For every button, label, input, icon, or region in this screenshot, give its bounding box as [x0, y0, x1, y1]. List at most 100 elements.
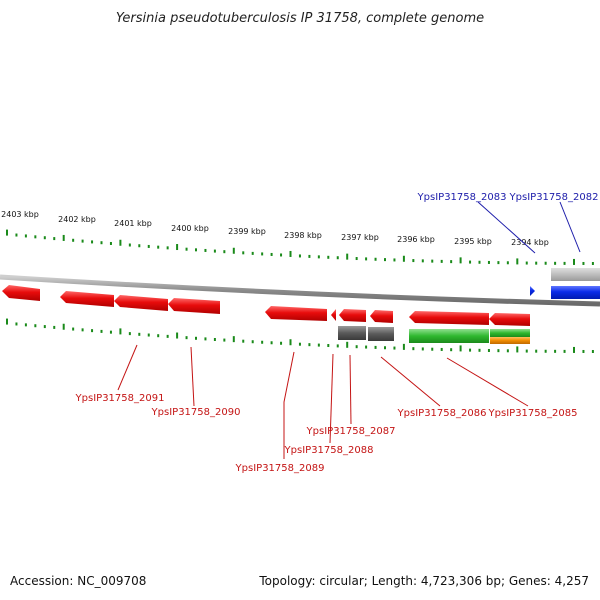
minor-tick [591, 349, 594, 353]
minor-tick [317, 343, 320, 347]
minor-tick [412, 259, 415, 263]
minor-tick [204, 248, 207, 252]
gene-label-2082[interactable]: YpsIP31758_2082 [509, 192, 599, 203]
scale-label: 2400 kbp [171, 224, 209, 233]
major-tick [346, 253, 349, 260]
gene-arrow-2085[interactable] [489, 313, 530, 326]
gene-arrow-2091[interactable] [60, 291, 114, 307]
minor-tick [251, 251, 254, 255]
major-tick [459, 345, 462, 352]
gene-arrow-2092[interactable] [2, 285, 40, 301]
minor-tick [336, 256, 339, 260]
minor-tick [431, 347, 434, 351]
gene-label-2087[interactable]: YpsIP31758_2087 [306, 426, 396, 437]
green-feature-bar[interactable] [490, 329, 530, 337]
major-tick [6, 229, 8, 236]
minor-tick [147, 244, 150, 248]
minor-tick [204, 337, 207, 341]
minor-tick [147, 333, 150, 337]
major-tick [232, 247, 235, 254]
minor-tick [24, 323, 27, 327]
gene-arrow-2087b[interactable] [370, 310, 393, 323]
gene-arrow-2086[interactable] [409, 311, 489, 325]
minor-tick [327, 255, 330, 259]
minor-tick [91, 329, 94, 333]
minor-tick [53, 237, 56, 241]
gene-arrow-2083[interactable] [530, 286, 535, 296]
minor-tick [261, 340, 264, 344]
callout-line [283, 351, 295, 459]
major-tick [516, 258, 519, 265]
major-tick [62, 323, 65, 330]
minor-tick [72, 327, 75, 331]
gene-label-2085[interactable]: YpsIP31758_2085 [488, 408, 578, 419]
major-tick [346, 341, 349, 348]
gene-label-2090[interactable]: YpsIP31758_2090 [151, 407, 241, 418]
callout-line [559, 201, 581, 253]
gene-arrow-2090a[interactable] [114, 295, 168, 311]
major-tick [119, 239, 122, 246]
minor-tick [582, 261, 585, 265]
minor-tick [109, 330, 112, 334]
major-tick [6, 318, 8, 325]
gene-label-2088[interactable]: YpsIP31758_2088 [284, 445, 374, 456]
minor-tick [308, 343, 311, 347]
minor-tick [195, 336, 197, 340]
callout-line [380, 356, 441, 407]
minor-tick [487, 260, 490, 264]
minor-tick [128, 243, 131, 247]
green-feature-bar[interactable] [409, 329, 489, 343]
major-tick [232, 336, 235, 343]
callout-line [349, 354, 352, 425]
minor-tick [384, 258, 386, 262]
minor-tick [81, 239, 84, 243]
major-tick [459, 257, 462, 264]
minor-tick [336, 344, 339, 348]
minor-tick [43, 325, 46, 329]
gene-arrow-2090[interactable] [168, 298, 220, 314]
gene-bar-2082[interactable] [551, 286, 600, 299]
minor-tick [242, 339, 245, 343]
gene-label-2083[interactable]: YpsIP31758_2083 [417, 192, 507, 203]
minor-tick [525, 261, 528, 265]
minor-tick [15, 322, 18, 326]
gene-arrow-2089[interactable] [265, 306, 327, 321]
genome-backbone [0, 274, 600, 307]
minor-tick [43, 236, 46, 240]
gene-label-2091[interactable]: YpsIP31758_2091 [75, 393, 165, 404]
minor-tick [261, 252, 264, 256]
pseudo-feature-bar[interactable] [338, 326, 366, 340]
top-track [530, 268, 600, 299]
minor-tick [440, 259, 443, 263]
minor-tick [280, 253, 283, 257]
minor-tick [138, 332, 141, 336]
orange-feature-bar[interactable] [490, 337, 530, 344]
minor-tick [421, 347, 424, 351]
minor-tick [100, 241, 103, 245]
scale-ticks-top [6, 229, 594, 265]
scale-label: 2398 kbp [284, 231, 322, 240]
minor-tick [393, 346, 396, 350]
minor-tick [440, 347, 443, 351]
minor-tick [223, 338, 226, 342]
pseudo-feature-bar[interactable] [551, 268, 600, 281]
minor-tick [412, 347, 415, 351]
minor-tick [525, 349, 528, 353]
gene-arrow-2087[interactable] [339, 309, 366, 322]
minor-tick [469, 348, 472, 352]
gene-label-2089[interactable]: YpsIP31758_2089 [235, 463, 325, 474]
gene-arrow-2088[interactable] [331, 309, 336, 321]
minor-tick [384, 346, 386, 350]
minor-tick [506, 349, 509, 353]
minor-tick [563, 261, 566, 265]
minor-tick [591, 261, 594, 265]
minor-tick [166, 246, 169, 250]
major-tick [289, 339, 292, 346]
gene-label-2086[interactable]: YpsIP31758_2086 [397, 408, 487, 419]
genome-summary-text: Topology: circular; Length: 4,723,306 bp… [259, 574, 589, 588]
scale-label: 2399 kbp [228, 227, 266, 236]
minor-tick [81, 328, 84, 332]
minor-tick [393, 258, 396, 262]
pseudo-feature-bar[interactable] [368, 327, 394, 341]
minor-tick [497, 349, 500, 353]
